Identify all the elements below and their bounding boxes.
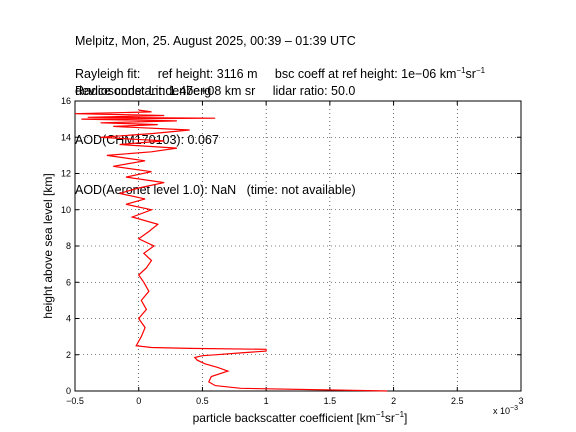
- y-tick-label: 10: [61, 205, 71, 215]
- y-tick-label: 2: [66, 350, 71, 360]
- grid-lines: [75, 101, 521, 391]
- y-tick-label: 12: [61, 169, 71, 179]
- x-tick-label: 0: [136, 396, 141, 406]
- x-axis-label: particle backscatter coefficient [km−1sr…: [193, 410, 408, 425]
- x-tick-label: 2: [391, 396, 396, 406]
- x-tick-label: 0.5: [196, 396, 209, 406]
- ref-height: ref height: 3116 m: [157, 67, 258, 81]
- chart-header: Melpitz, Mon, 25. August 2025, 00:39 – 0…: [75, 0, 356, 215]
- bsc-coeff-unit: sr: [465, 67, 476, 81]
- x-multiplier: x 10−3: [493, 405, 518, 416]
- bsc-exp-1: −1: [456, 66, 466, 75]
- y-tick-label: 6: [66, 277, 71, 287]
- device-row: device constant: 1.47e+08 km sr lidar ra…: [75, 84, 355, 98]
- y-tick-label: 14: [61, 132, 71, 142]
- x-tick-label: 1.5: [324, 396, 337, 406]
- x-tick-label: 2.5: [451, 396, 464, 406]
- x-tick-label: −0.5: [66, 396, 84, 406]
- y-tick-label: 0: [66, 386, 71, 396]
- x-axis-ticks: −0.5 0 0.5 1 1.5 2 2.5 3: [66, 101, 524, 406]
- bsc-exp-2: −1: [475, 66, 486, 75]
- location-time-line: Melpitz, Mon, 25. August 2025, 00:39 – 0…: [75, 34, 356, 48]
- rayleigh-fit-row: Rayleigh fit: ref height: 3116 m bsc coe…: [75, 66, 486, 82]
- bsc-coeff-text: bsc coeff at ref height: 1e−06 km: [274, 67, 457, 81]
- device-constant: device constant: 1.47e+08 km sr: [75, 84, 256, 98]
- y-tick-label: 8: [66, 241, 71, 251]
- backscatter-profile-line: [74, 109, 388, 392]
- rayleigh-label: Rayleigh fit:: [75, 67, 141, 81]
- lidar-ratio: lidar ratio: 50.0: [272, 84, 356, 98]
- aod-aeronet-line: AOD(Aeronet level 1.0): NaN (time: not a…: [75, 182, 356, 197]
- aod-chm-line: AOD(CHM170103): 0.067: [75, 133, 219, 147]
- x-tick-label: 1: [264, 396, 269, 406]
- y-axis-label: height above sea level [km]: [41, 173, 55, 318]
- x-tick-label: 3: [518, 396, 523, 406]
- y-tick-label: 4: [66, 314, 71, 324]
- y-axis-ticks: 0 2 4 6 8 10 12 14 16: [61, 96, 521, 396]
- y-tick-label: 16: [61, 96, 71, 106]
- plot-frame: [74, 100, 522, 392]
- bsc-coeff: bsc coeff at ref height: 1e−06 km−1sr−1: [274, 66, 486, 82]
- radiosonde-line: Radiosonde: Lindenberg: [75, 83, 212, 98]
